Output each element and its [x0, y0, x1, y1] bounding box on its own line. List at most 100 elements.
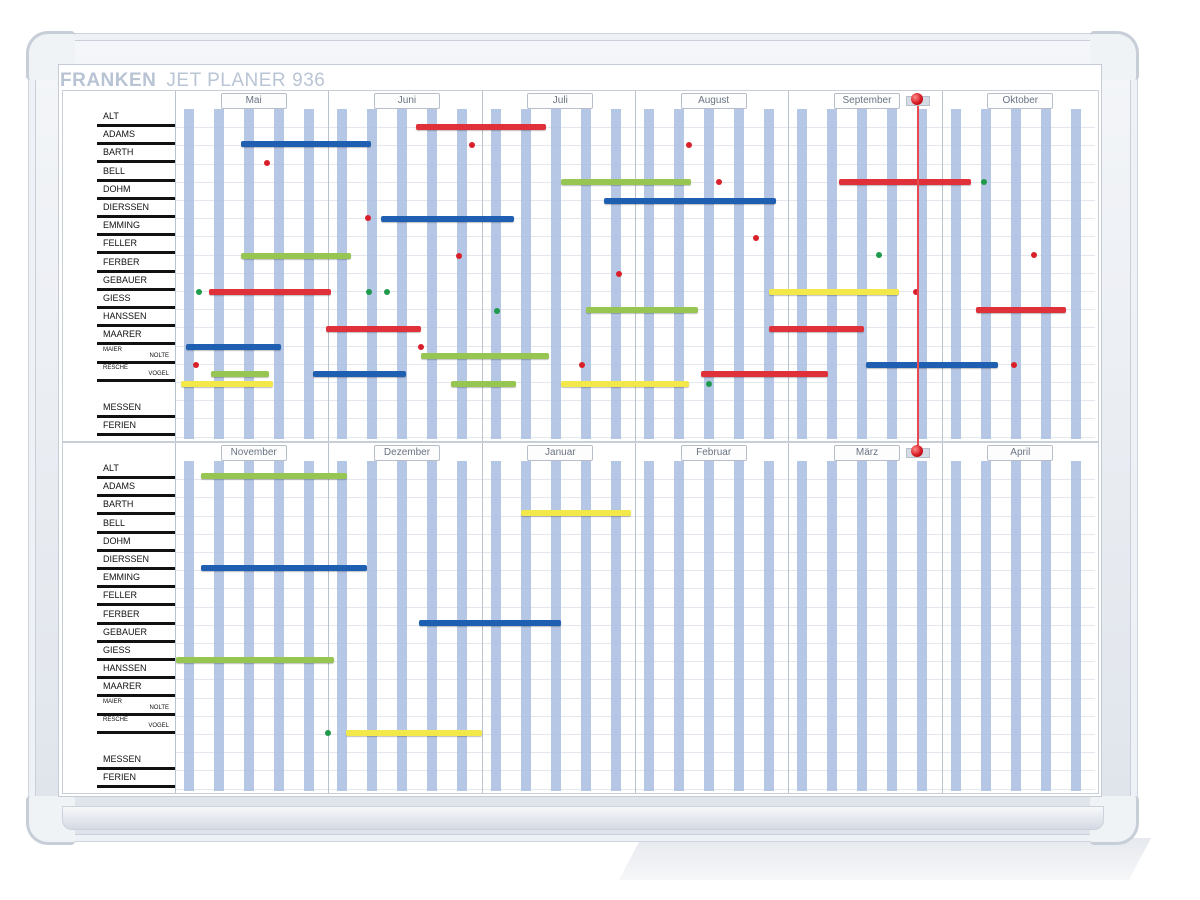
schedule-bar	[451, 381, 516, 387]
weekend-stripe	[214, 461, 224, 791]
weekend-stripe	[520, 109, 531, 439]
schedule-bar	[419, 620, 561, 626]
magnet-dot	[616, 271, 622, 277]
magnet-dot	[365, 215, 371, 221]
magnet-dot	[469, 142, 475, 148]
month-label: September	[833, 93, 900, 109]
weekend-stripe	[1070, 109, 1081, 439]
employee-name-tag: HANSSEN	[97, 309, 175, 328]
schedule-bar	[201, 565, 367, 571]
weekend-stripe	[764, 109, 774, 439]
category-name-tag: FERIEN	[97, 770, 175, 789]
employee-name-tag-pair: MAIER NOLTE	[97, 697, 175, 716]
weekend-stripe	[1010, 109, 1021, 439]
marker-tray	[62, 806, 1104, 830]
schedule-bar	[241, 253, 351, 259]
magnet-dot	[366, 289, 372, 295]
weekend-stripe	[214, 109, 224, 439]
weekend-stripe	[917, 461, 928, 791]
schedule-bar	[186, 344, 281, 350]
employee-name-tag: FERBER	[97, 606, 175, 625]
weekend-stripe	[427, 461, 438, 791]
weekend-stripe	[950, 461, 961, 791]
weekend-stripe	[274, 109, 284, 439]
weekend-stripe	[704, 109, 714, 439]
weekend-stripe	[704, 461, 714, 791]
employee-name-tag: FELLER	[97, 236, 175, 255]
weekend-stripe	[1040, 109, 1051, 439]
employee-name-first: MAIER	[103, 346, 123, 353]
weekend-stripe	[274, 461, 284, 791]
model-number: 936	[292, 70, 326, 91]
employee-name-tag-pair: RESCHE VOGEL	[97, 363, 175, 382]
weekend-stripe	[887, 109, 898, 439]
schedule-bar	[211, 371, 269, 377]
schedule-bar	[381, 216, 514, 222]
frame-corner-bottom-left	[26, 796, 75, 845]
magnet-dot	[193, 362, 199, 368]
employee-name-tag: ADAMS	[97, 479, 175, 498]
weekend-stripe	[734, 109, 744, 439]
employee-name-tag: BELL	[97, 163, 175, 182]
employee-name-first: RESCHE	[103, 364, 129, 371]
magnet-dot	[686, 142, 692, 148]
schedule-bar	[346, 730, 482, 736]
month-column: August	[635, 91, 789, 441]
month-column: Oktober	[941, 91, 1096, 441]
month-label: Mai	[220, 93, 287, 109]
weekend-stripe	[550, 461, 561, 791]
schedule-bar	[326, 326, 421, 332]
month-column: Januar	[481, 443, 636, 793]
magnet-dot	[579, 362, 585, 368]
employee-name-tag: MAARER	[97, 327, 175, 346]
weekend-stripe	[184, 109, 194, 439]
weekend-stripe	[734, 461, 744, 791]
magnet-dot	[753, 235, 759, 241]
weekend-stripe	[580, 109, 591, 439]
magnet-dot	[716, 179, 722, 185]
employee-name-tag: FELLER	[97, 588, 175, 607]
employee-name-first: RESCHE	[103, 716, 129, 723]
month-label: Februar	[680, 445, 747, 461]
magnet-dot	[264, 160, 270, 166]
schedule-bar	[976, 307, 1066, 313]
month-column: Dezember	[328, 443, 482, 793]
month-label: Juni	[373, 93, 440, 109]
today-marker-line	[917, 100, 919, 450]
employee-name-tag: GEBAUER	[97, 272, 175, 291]
weekend-stripe	[827, 109, 838, 439]
magnet-dot	[325, 730, 331, 736]
month-label: März	[833, 445, 900, 461]
schedule-bar	[313, 371, 406, 377]
employee-name-tag: DIERSSEN	[97, 200, 175, 218]
employee-name-tag: BARTH	[97, 497, 175, 516]
employee-name-tag: GEBAUER	[97, 624, 175, 643]
schedule-bar	[561, 179, 691, 185]
today-pin	[911, 445, 923, 457]
category-name-tag: MESSEN	[97, 400, 175, 419]
magnet-dot	[1031, 252, 1037, 258]
weekend-stripe	[367, 109, 378, 439]
schedule-bar	[416, 124, 546, 130]
month-label: August	[680, 93, 747, 109]
month-label: Oktober	[987, 93, 1054, 109]
weekend-stripe	[917, 109, 928, 439]
weekend-stripe	[610, 109, 621, 439]
employee-name-tag: GIESS	[97, 291, 175, 309]
schedule-bar	[421, 353, 549, 359]
schedule-bar	[561, 381, 689, 387]
board-shadow	[618, 838, 1152, 880]
employee-name-tag: DOHM	[97, 533, 175, 552]
weekend-stripe	[397, 461, 408, 791]
weekend-stripe	[1040, 461, 1051, 791]
weekend-stripe	[550, 109, 561, 439]
employee-name-tag: ALT	[97, 461, 175, 479]
employee-name-tag: DIERSSEN	[97, 552, 175, 570]
month-column: Juni	[328, 91, 482, 441]
category-name-tag: FERIEN	[97, 418, 175, 437]
weekend-stripe	[644, 461, 654, 791]
month-column: September	[788, 91, 942, 441]
weekend-stripe	[337, 461, 348, 791]
planner-section-top: Mai Juni Juli August September Oktober ALT ADAM…	[62, 90, 1099, 442]
magnet-dot	[418, 344, 424, 350]
